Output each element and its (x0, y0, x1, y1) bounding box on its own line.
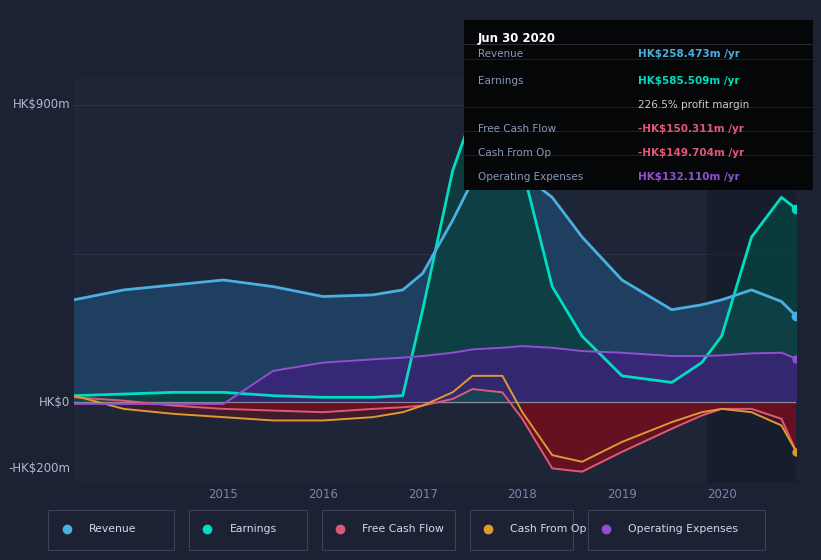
FancyBboxPatch shape (189, 510, 307, 550)
Text: Earnings: Earnings (230, 524, 277, 534)
Text: Operating Expenses: Operating Expenses (629, 524, 738, 534)
Text: HK$132.110m /yr: HK$132.110m /yr (639, 172, 740, 182)
Text: Free Cash Flow: Free Cash Flow (478, 124, 556, 134)
Text: Earnings: Earnings (478, 76, 523, 86)
Text: 2017: 2017 (408, 488, 438, 501)
Text: HK$900m: HK$900m (12, 99, 71, 111)
Text: 2018: 2018 (507, 488, 537, 501)
Text: 2015: 2015 (209, 488, 238, 501)
Text: Cash From Op: Cash From Op (478, 148, 551, 158)
Text: HK$585.509m /yr: HK$585.509m /yr (639, 76, 740, 86)
Bar (707, 78, 801, 482)
Text: Operating Expenses: Operating Expenses (478, 172, 583, 182)
Text: Jun 30 2020: Jun 30 2020 (478, 31, 556, 45)
Text: HK$258.473m /yr: HK$258.473m /yr (639, 49, 741, 59)
Text: HK$0: HK$0 (39, 396, 71, 409)
Text: Cash From Op: Cash From Op (511, 524, 587, 534)
FancyBboxPatch shape (48, 510, 174, 550)
Text: 2019: 2019 (607, 488, 637, 501)
Text: 2020: 2020 (707, 488, 736, 501)
Text: 226.5% profit margin: 226.5% profit margin (639, 100, 750, 110)
Text: Revenue: Revenue (478, 49, 523, 59)
FancyBboxPatch shape (588, 510, 765, 550)
FancyBboxPatch shape (470, 510, 573, 550)
Text: Revenue: Revenue (89, 524, 136, 534)
Text: Free Cash Flow: Free Cash Flow (363, 524, 444, 534)
FancyBboxPatch shape (322, 510, 455, 550)
Text: -HK$150.311m /yr: -HK$150.311m /yr (639, 124, 744, 134)
Text: -HK$200m: -HK$200m (8, 462, 71, 475)
Text: 2016: 2016 (308, 488, 338, 501)
Text: -HK$149.704m /yr: -HK$149.704m /yr (639, 148, 745, 158)
